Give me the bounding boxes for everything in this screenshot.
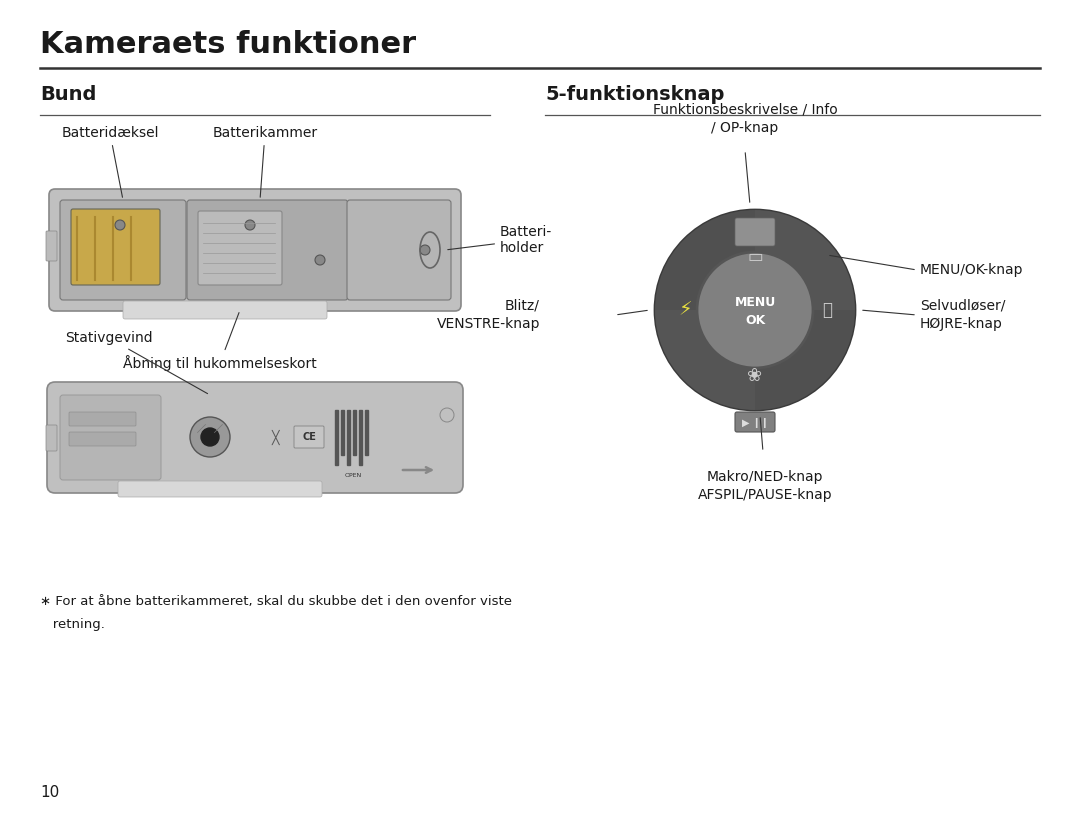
FancyBboxPatch shape — [60, 200, 186, 300]
Text: ⚡: ⚡ — [678, 301, 692, 319]
Text: ⏻: ⏻ — [822, 301, 832, 319]
Text: Stativgevind: Stativgevind — [65, 331, 207, 394]
Text: ▶ ❙❙: ▶ ❙❙ — [742, 418, 769, 428]
FancyBboxPatch shape — [48, 382, 463, 493]
Text: CE: CE — [302, 432, 316, 442]
Circle shape — [315, 255, 325, 265]
Text: Makro/NED-knap
AFSPIL/PAUSE-knap: Makro/NED-knap AFSPIL/PAUSE-knap — [698, 470, 833, 502]
Wedge shape — [654, 210, 755, 310]
Bar — [365, 410, 368, 455]
FancyBboxPatch shape — [118, 481, 322, 497]
Wedge shape — [755, 310, 855, 410]
FancyBboxPatch shape — [294, 426, 324, 448]
FancyBboxPatch shape — [347, 200, 451, 300]
Text: 10: 10 — [40, 785, 59, 800]
Text: Blitz/
VENSTRE-knap: Blitz/ VENSTRE-knap — [436, 299, 540, 331]
FancyBboxPatch shape — [69, 432, 136, 446]
FancyBboxPatch shape — [69, 412, 136, 426]
Text: MENU/OK-knap: MENU/OK-knap — [920, 263, 1024, 277]
Text: ❀: ❀ — [747, 367, 762, 385]
FancyBboxPatch shape — [735, 218, 775, 246]
Bar — [347, 410, 350, 465]
Text: retning.: retning. — [40, 618, 105, 631]
Wedge shape — [654, 310, 755, 410]
Circle shape — [697, 252, 813, 368]
Bar — [335, 410, 338, 465]
Text: Bund: Bund — [40, 85, 96, 104]
FancyBboxPatch shape — [735, 412, 775, 432]
Circle shape — [654, 210, 855, 410]
Text: ▭: ▭ — [747, 248, 762, 266]
Text: 5-funktionsknap: 5-funktionsknap — [545, 85, 725, 104]
Circle shape — [420, 245, 430, 255]
Bar — [353, 410, 356, 455]
FancyBboxPatch shape — [46, 231, 57, 261]
FancyBboxPatch shape — [49, 189, 461, 311]
Text: Batteri-
holder: Batteri- holder — [448, 225, 552, 255]
Circle shape — [190, 417, 230, 457]
FancyBboxPatch shape — [71, 209, 160, 285]
FancyBboxPatch shape — [46, 425, 57, 451]
FancyBboxPatch shape — [123, 301, 327, 319]
Text: Selvudløser/
HØJRE-knap: Selvudløser/ HØJRE-knap — [920, 299, 1005, 331]
Text: Batteridæksel: Batteridæksel — [62, 126, 159, 197]
Text: OK: OK — [745, 314, 765, 327]
Text: ∗ For at åbne batterikammeret, skal du skubbe det i den ovenfor viste: ∗ For at åbne batterikammeret, skal du s… — [40, 595, 512, 608]
FancyBboxPatch shape — [187, 200, 348, 300]
Bar — [359, 410, 362, 465]
Text: Kameraets funktioner: Kameraets funktioner — [40, 30, 416, 59]
Bar — [341, 410, 345, 455]
Circle shape — [114, 220, 125, 230]
Wedge shape — [755, 210, 855, 310]
Text: Batterikammer: Batterikammer — [213, 126, 318, 197]
FancyBboxPatch shape — [198, 211, 282, 285]
Circle shape — [440, 408, 454, 422]
Text: Åbning til hukommelseskort: Åbning til hukommelseskort — [123, 313, 316, 371]
Circle shape — [201, 428, 219, 446]
Text: MENU: MENU — [734, 296, 775, 309]
Text: ╳: ╳ — [271, 430, 279, 445]
Text: Funktionsbeskrivelse / Info
/ OP-knap: Funktionsbeskrivelse / Info / OP-knap — [652, 103, 837, 135]
FancyBboxPatch shape — [60, 395, 161, 480]
Text: OPEN: OPEN — [345, 473, 362, 478]
Circle shape — [245, 220, 255, 230]
